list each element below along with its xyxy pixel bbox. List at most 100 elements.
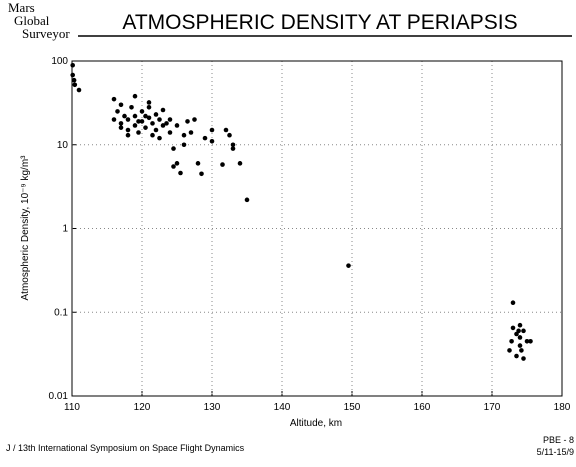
point — [517, 343, 523, 348]
point — [209, 127, 215, 133]
point — [132, 93, 138, 99]
point — [132, 123, 138, 128]
point — [185, 119, 190, 124]
point — [111, 117, 117, 122]
point — [136, 119, 141, 124]
point — [510, 325, 516, 331]
x-tick-label: 170 — [484, 402, 501, 413]
x-tick-label: 110 — [64, 402, 80, 413]
x-tick-label: 150 — [344, 402, 361, 413]
point — [111, 96, 117, 102]
x-tick-label: 140 — [274, 402, 291, 413]
point — [118, 121, 124, 126]
logo: Surveyor — [22, 26, 70, 41]
point — [195, 161, 201, 166]
point — [146, 105, 152, 110]
y-axis-label: Atmospheric Density, 10⁻⁹ kg/m³ — [20, 155, 31, 301]
point — [76, 87, 82, 93]
point — [146, 100, 152, 105]
logo: Global — [14, 13, 50, 28]
point — [72, 82, 78, 88]
point — [139, 119, 145, 124]
point — [528, 338, 533, 344]
point — [70, 62, 75, 68]
point — [150, 121, 155, 126]
x-tick-label: 120 — [134, 402, 151, 413]
point — [122, 113, 127, 119]
point — [153, 112, 159, 117]
point — [181, 142, 187, 148]
y-tick-label: 0.01 — [49, 391, 69, 402]
point — [171, 146, 176, 151]
x-axis-label: Altitude, km — [290, 418, 342, 429]
y-tick-label: 1 — [62, 224, 68, 235]
point — [160, 123, 166, 128]
point — [178, 170, 183, 176]
point — [507, 348, 512, 353]
point — [521, 328, 526, 334]
footer-right: 5/11-15/9 — [537, 447, 574, 457]
y-tick-label: 100 — [51, 56, 68, 67]
point — [192, 117, 197, 122]
y-tick-label: 0.1 — [54, 307, 68, 318]
point — [132, 113, 138, 119]
x-tick-label: 130 — [204, 402, 221, 413]
point — [202, 135, 208, 141]
point — [153, 127, 159, 133]
point — [524, 338, 530, 344]
point — [125, 132, 131, 138]
point — [220, 162, 225, 167]
point — [181, 132, 187, 138]
point — [209, 138, 215, 144]
point — [115, 109, 120, 114]
footer-left: J / 13th International Symposium on Spac… — [6, 443, 245, 453]
point — [517, 335, 523, 340]
point — [118, 125, 124, 130]
footer-right: PBE - 8 — [543, 435, 574, 445]
point — [150, 132, 155, 138]
point — [118, 102, 124, 108]
point — [230, 142, 236, 148]
plot-frame — [71, 60, 563, 397]
y-tick-label: 10 — [57, 140, 69, 151]
point — [139, 109, 145, 114]
point — [157, 135, 162, 141]
point — [167, 130, 173, 135]
x-tick-label: 180 — [554, 402, 571, 413]
point — [514, 353, 519, 359]
point — [125, 127, 131, 133]
point — [346, 263, 351, 268]
logo: Mars — [8, 0, 35, 15]
point — [136, 130, 141, 135]
point — [516, 328, 521, 334]
point — [509, 338, 514, 344]
point — [188, 130, 194, 135]
point — [237, 161, 243, 166]
point — [244, 197, 250, 203]
point — [167, 117, 173, 122]
point — [143, 113, 148, 119]
point — [164, 121, 169, 126]
point — [70, 72, 75, 78]
x-tick-label: 160 — [414, 402, 431, 413]
point — [519, 348, 524, 353]
point — [71, 77, 77, 83]
point — [223, 127, 229, 133]
point — [227, 132, 232, 138]
chart-title: ATMOSPHERIC DENSITY AT PERIAPSIS — [122, 11, 517, 34]
point — [517, 322, 523, 328]
point — [157, 117, 162, 122]
point — [171, 164, 176, 169]
point — [143, 125, 148, 130]
point — [510, 300, 516, 306]
point — [174, 123, 180, 128]
point — [230, 146, 236, 151]
point — [125, 117, 131, 122]
point — [174, 161, 180, 166]
point — [160, 107, 166, 113]
point — [521, 356, 526, 361]
point — [129, 105, 134, 110]
point — [146, 115, 152, 121]
point — [199, 171, 204, 177]
